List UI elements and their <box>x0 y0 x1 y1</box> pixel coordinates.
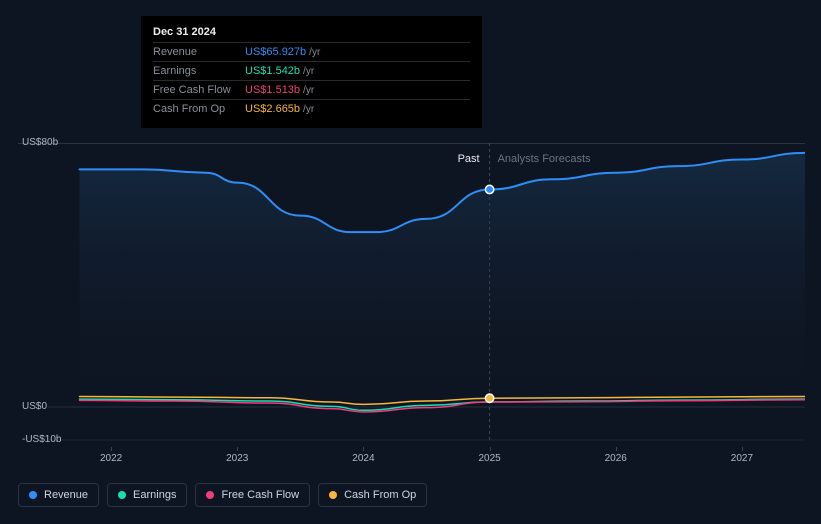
y-tick-label: US$0 <box>22 401 47 412</box>
forecast-label: Analysts Forecasts <box>498 153 591 165</box>
tooltip-row-value: US$1.513b <box>245 84 300 96</box>
x-tick <box>742 447 743 451</box>
tooltip-rows: RevenueUS$65.927b/yrEarningsUS$1.542b/yr… <box>153 42 470 118</box>
tooltip-row-key: Earnings <box>153 65 245 77</box>
x-axis: 2022 2023 2024 2025 2026 2027 <box>18 453 805 473</box>
tooltip-row: Cash From OpUS$2.665b/yr <box>153 99 470 118</box>
tooltip-row-value: US$65.927b <box>245 46 306 58</box>
legend-dot <box>206 491 214 499</box>
legend-item-revenue[interactable]: Revenue <box>18 483 99 507</box>
legend-dot <box>329 491 337 499</box>
legend-label: Earnings <box>133 489 176 501</box>
tooltip-row-value: US$1.542b <box>245 65 300 77</box>
chart-svg <box>18 120 805 445</box>
tooltip-row: RevenueUS$65.927b/yr <box>153 42 470 61</box>
x-tick <box>363 447 364 451</box>
chart-legend: Revenue Earnings Free Cash Flow Cash From O… <box>18 483 427 507</box>
past-label: Past <box>458 153 480 165</box>
tooltip-title: Dec 31 2024 <box>153 26 470 42</box>
tooltip-row-unit: /yr <box>303 85 314 96</box>
y-tick-label: US$80b <box>22 137 58 148</box>
legend-item-free-cash-flow[interactable]: Free Cash Flow <box>195 483 310 507</box>
x-tick <box>237 447 238 451</box>
x-tick-label: 2026 <box>605 453 627 464</box>
legend-label: Free Cash Flow <box>221 489 299 501</box>
legend-dot <box>118 491 126 499</box>
tooltip-row: EarningsUS$1.542b/yr <box>153 61 470 80</box>
legend-dot <box>29 491 37 499</box>
x-tick-label: 2022 <box>100 453 122 464</box>
tooltip-row-key: Cash From Op <box>153 103 245 115</box>
x-tick <box>616 447 617 451</box>
x-tick-label: 2027 <box>731 453 753 464</box>
legend-item-cash-from-op[interactable]: Cash From Op <box>318 483 427 507</box>
financials-chart: US$80b US$0 -US$10b Past Analysts Forecast… <box>18 120 805 445</box>
legend-item-earnings[interactable]: Earnings <box>107 483 187 507</box>
tooltip-row: Free Cash FlowUS$1.513b/yr <box>153 80 470 99</box>
x-tick <box>490 447 491 451</box>
tooltip-row-unit: /yr <box>309 47 320 58</box>
tooltip-row-value: US$2.665b <box>245 103 300 115</box>
x-tick <box>111 447 112 451</box>
chart-tooltip: Dec 31 2024 RevenueUS$65.927b/yrEarnings… <box>141 16 482 128</box>
tooltip-row-key: Free Cash Flow <box>153 84 245 96</box>
tooltip-row-key: Revenue <box>153 46 245 58</box>
legend-label: Revenue <box>44 489 88 501</box>
legend-label: Cash From Op <box>344 489 416 501</box>
y-tick-label: -US$10b <box>22 434 61 445</box>
x-tick-label: 2024 <box>352 453 374 464</box>
x-tick-label: 2023 <box>226 453 248 464</box>
tooltip-row-unit: /yr <box>303 66 314 77</box>
x-tick-label: 2025 <box>478 453 500 464</box>
tooltip-row-unit: /yr <box>303 104 314 115</box>
